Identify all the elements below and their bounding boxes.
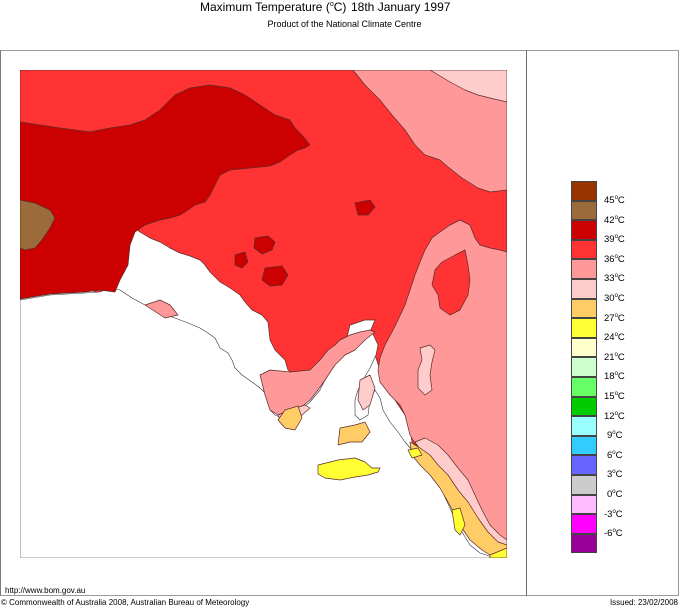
legend-swatch [571, 455, 597, 475]
legend-label: 3oC [607, 469, 623, 481]
legend-swatch [571, 377, 597, 397]
legend-swatch [571, 416, 597, 436]
source-url[interactable]: http://www.bom.gov.au [5, 586, 86, 595]
issued-date: Issued: 23/02/2008 [609, 598, 678, 607]
legend-label: 15oC [604, 391, 625, 402]
legend-label: 36oC [604, 253, 625, 265]
region-24-27-ki [317, 457, 381, 481]
legend-swatch [571, 494, 597, 515]
legend-label: 6oC [607, 449, 623, 461]
legend-swatch [571, 357, 597, 377]
region-33-36-ne [352, 70, 507, 193]
legend-label: 24oC [604, 332, 625, 344]
region-39-42 [20, 84, 311, 300]
legend-label: 12oC [604, 410, 625, 422]
legend-swatch [571, 279, 597, 299]
legend-label: 27oC [604, 312, 625, 324]
subtitle: Product of the National Climate Centre [267, 19, 422, 29]
legend-label: 30oC [604, 293, 625, 304]
map-frame [0, 50, 679, 596]
legend-divider [526, 50, 527, 596]
legend-swatch [571, 396, 597, 417]
legend-swatch [571, 435, 597, 456]
legend-label: 9oC [607, 430, 623, 442]
legend-label: -6oC [604, 528, 623, 540]
legend-swatch [571, 298, 597, 319]
legend-swatch [571, 200, 597, 221]
legend-swatch [571, 475, 597, 495]
legend-label: 45oC [604, 195, 625, 206]
legend-label: 21oC [604, 351, 625, 363]
temperature-map [20, 70, 507, 558]
legend-label: 39oC [604, 234, 625, 246]
legend-swatch [571, 337, 597, 358]
legend-label: 0oC [607, 489, 623, 500]
title-text: Maximum Temperature (oC) [200, 0, 347, 14]
legend-swatch [571, 514, 597, 534]
legend-label: 18oC [604, 371, 625, 383]
legend-swatch [571, 181, 597, 201]
legend-swatch [571, 533, 597, 554]
legend-label: 33oC [604, 273, 625, 285]
region-27-30 [409, 441, 507, 558]
region-30-33-ne [429, 70, 507, 103]
legend-label: 42oC [604, 214, 625, 226]
legend-swatch [571, 259, 597, 279]
title-date: 18th January 1997 [351, 0, 451, 14]
legend-label: -3oC [604, 508, 623, 520]
region-42-45 [20, 199, 56, 251]
legend-swatch [571, 239, 597, 260]
legend-swatch [571, 318, 597, 338]
legend-swatch [571, 220, 597, 240]
copyright: © Commonwealth of Australia 2008, Austra… [1, 598, 250, 607]
chart-title: Maximum Temperature (oC) 18th January 19… [0, 0, 680, 16]
